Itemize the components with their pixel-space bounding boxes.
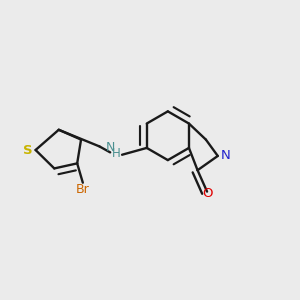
Text: S: S (23, 143, 33, 157)
Text: H: H (112, 147, 121, 160)
Text: N: N (106, 141, 115, 154)
Text: Br: Br (75, 183, 89, 196)
Text: N: N (221, 149, 230, 162)
Text: O: O (202, 188, 212, 200)
